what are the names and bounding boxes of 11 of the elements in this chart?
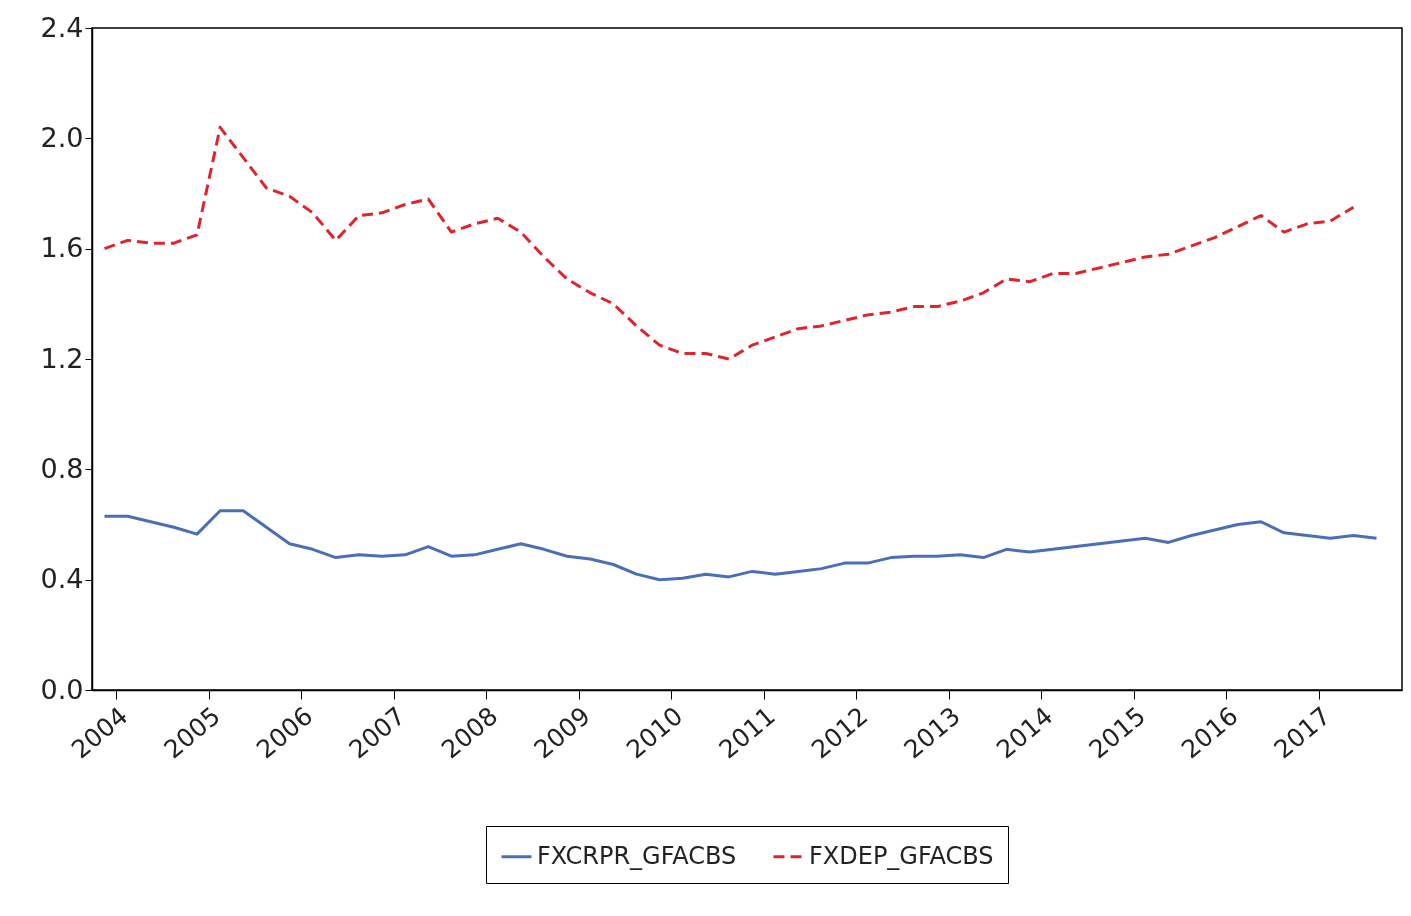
y-tick-label: 1.2	[40, 342, 84, 374]
y-tick-label: 1.6	[40, 232, 84, 264]
line-series	[102, 125, 1355, 361]
legend-label: FXCRPR_GFACBS	[537, 841, 737, 870]
line-series	[102, 509, 1379, 582]
legend-label: FXDEP_GFACBS	[809, 841, 994, 870]
y-tick-label: 2.4	[40, 11, 84, 43]
y-tick-label: 0.4	[40, 563, 84, 595]
y-tick-label: 2.0	[40, 121, 84, 153]
y-tick-label: 0.0	[40, 673, 84, 705]
y-tick-label: 0.8	[40, 452, 84, 484]
